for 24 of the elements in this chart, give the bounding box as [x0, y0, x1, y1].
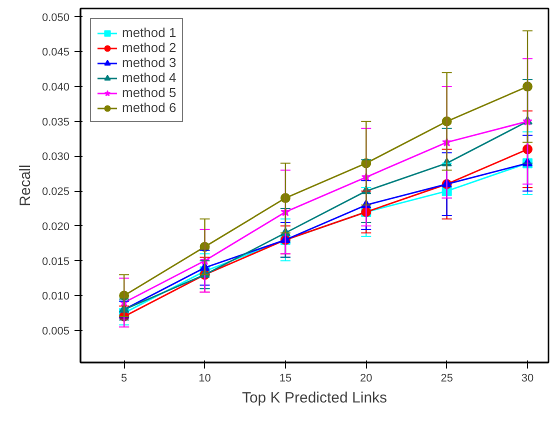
legend-label: method 4 [122, 70, 176, 85]
x-tick-label: 20 [360, 372, 372, 384]
x-axis-title: Top K Predicted Links [242, 390, 388, 406]
legend-label: method 5 [122, 85, 176, 100]
y-tick-label: 0.035 [42, 116, 70, 128]
x-tick-label: 15 [279, 372, 292, 384]
x-tick-label: 25 [440, 372, 453, 384]
y-axis-title: Recall [16, 164, 34, 206]
legend-label: method 1 [122, 25, 176, 40]
y-tick-label: 0.030 [42, 151, 70, 164]
legend-label: method 3 [122, 55, 176, 70]
x-tick-label: 30 [521, 372, 534, 384]
y-tick-label: 0.040 [42, 82, 70, 94]
y-tick-label: 0.025 [42, 186, 70, 198]
x-tick-label: 10 [198, 372, 211, 384]
y-tick-label: 0.005 [42, 325, 70, 338]
y-tick-label: 0.010 [42, 290, 70, 303]
x-tick-label: 5 [121, 372, 128, 384]
y-tick-label: 0.020 [42, 220, 70, 233]
y-tick-label: 0.050 [42, 12, 70, 24]
legend-label: method 6 [122, 100, 176, 115]
legend-label: method 2 [122, 40, 176, 55]
y-tick-label: 0.015 [42, 256, 70, 268]
y-tick-label: 0.045 [42, 46, 70, 59]
